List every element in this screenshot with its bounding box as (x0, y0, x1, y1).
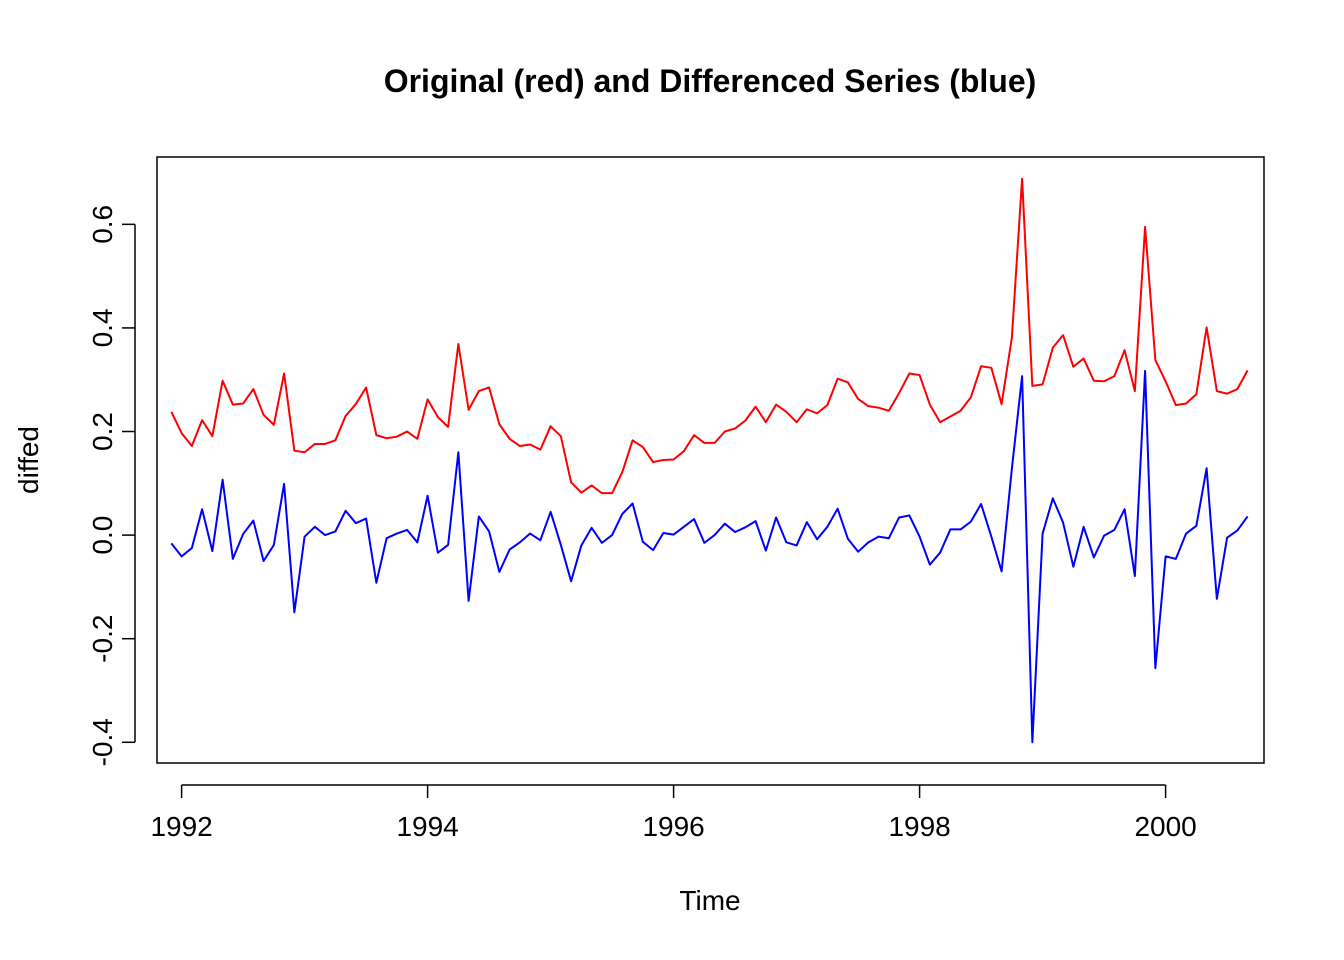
y-tick-label: -0.4 (87, 718, 118, 766)
y-tick-label: 0.6 (87, 205, 118, 244)
chart-title: Original (red) and Differenced Series (b… (384, 63, 1037, 99)
x-axis: 1992 1994 1996 1998 2000 (150, 784, 1197, 842)
x-axis-label: Time (679, 885, 740, 916)
y-tick-label: -0.2 (87, 615, 118, 663)
series-line-differenced (170, 369, 1249, 744)
y-axis: -0.4 -0.2 0.0 0.2 0.4 0.6 (87, 205, 136, 766)
y-tick-label: 0.4 (87, 308, 118, 347)
series-layer (170, 177, 1249, 744)
y-tick-label: 0.2 (87, 412, 118, 451)
x-tick-label: 1998 (888, 811, 950, 842)
plot-frame (156, 156, 1265, 764)
x-tick-label: 1996 (642, 811, 704, 842)
x-tick-label: 1994 (396, 811, 458, 842)
x-tick-label: 1992 (150, 811, 212, 842)
y-axis-label: diffed (13, 426, 44, 494)
series-line-original (170, 177, 1249, 495)
x-tick-label: 2000 (1134, 811, 1196, 842)
y-tick-label: 0.0 (87, 516, 118, 555)
